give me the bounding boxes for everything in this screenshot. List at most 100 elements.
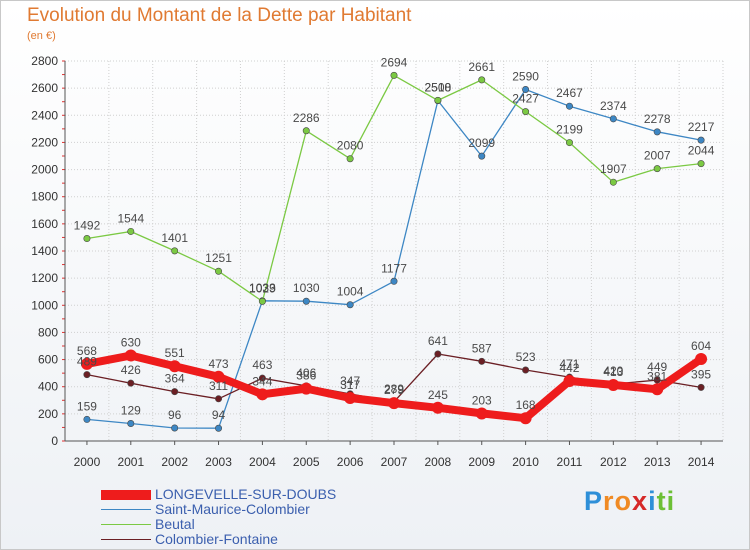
data-point xyxy=(344,391,357,404)
data-label: 2044 xyxy=(688,144,715,158)
y-tick-label: 1000 xyxy=(31,298,58,312)
data-point xyxy=(522,108,530,116)
data-label: 523 xyxy=(516,350,536,364)
x-tick-label: 2003 xyxy=(205,455,232,469)
data-point xyxy=(258,374,266,382)
data-label: 2510 xyxy=(425,80,452,94)
data-label: 1907 xyxy=(600,162,627,176)
y-tick-label: 1400 xyxy=(31,244,58,258)
x-tick-label: 2014 xyxy=(688,455,715,469)
y-tick-label: 1600 xyxy=(31,217,58,231)
data-point xyxy=(478,357,486,365)
data-point xyxy=(609,178,617,186)
y-tick-label: 2000 xyxy=(31,163,58,177)
data-point xyxy=(302,127,310,135)
data-label: 317 xyxy=(340,378,360,392)
data-point xyxy=(478,152,486,160)
y-tick-label: 2200 xyxy=(31,135,58,149)
legend-label-longevelle: LONGEVELLE-SUR-DOUBS xyxy=(155,486,337,502)
data-point xyxy=(127,379,135,387)
data-point xyxy=(607,378,620,391)
data-point xyxy=(431,401,444,414)
x-tick-label: 2001 xyxy=(117,455,144,469)
data-label: 641 xyxy=(428,334,448,348)
data-label: 2217 xyxy=(688,120,715,134)
data-label: 364 xyxy=(165,372,185,386)
data-label: 1029 xyxy=(249,281,276,295)
data-label: 604 xyxy=(691,339,711,353)
y-tick-label: 0 xyxy=(51,434,58,448)
logo-letter: x xyxy=(632,486,649,516)
data-label: 2080 xyxy=(337,139,364,153)
data-point xyxy=(346,301,354,309)
x-tick-label: 2005 xyxy=(293,455,320,469)
data-label: 442 xyxy=(559,361,579,375)
y-tick-label: 600 xyxy=(38,353,58,367)
data-label: 2694 xyxy=(381,55,408,69)
data-point xyxy=(127,227,135,235)
data-point xyxy=(83,235,91,243)
data-label: 1544 xyxy=(117,211,144,225)
data-label: 568 xyxy=(77,344,97,358)
data-label: 471 xyxy=(559,357,579,371)
data-label: 587 xyxy=(472,341,492,355)
data-point xyxy=(519,412,532,425)
data-point xyxy=(83,415,91,423)
x-tick-label: 2008 xyxy=(425,455,452,469)
data-label: 96 xyxy=(168,408,182,422)
x-tick-label: 2000 xyxy=(74,455,101,469)
data-label: 413 xyxy=(603,365,623,379)
data-point xyxy=(256,388,269,401)
data-label: 1401 xyxy=(161,231,188,245)
data-point xyxy=(697,160,705,168)
data-point xyxy=(171,388,179,396)
data-label: 159 xyxy=(77,399,97,413)
data-point xyxy=(390,71,398,79)
data-label: 1030 xyxy=(293,281,320,295)
x-tick-label: 2010 xyxy=(512,455,539,469)
logo-letter: i xyxy=(648,486,657,516)
data-label: 426 xyxy=(121,363,141,377)
data-point xyxy=(390,277,398,285)
y-tick-label: 2800 xyxy=(31,54,58,68)
y-tick-label: 2600 xyxy=(31,81,58,95)
logo-letter: r xyxy=(603,486,615,516)
data-label: 168 xyxy=(516,398,536,412)
x-tick-label: 2006 xyxy=(337,455,364,469)
data-point xyxy=(478,76,486,84)
data-label: 279 xyxy=(384,383,404,397)
y-tick-label: 400 xyxy=(38,380,58,394)
data-label: 2374 xyxy=(600,99,627,113)
data-label: 2099 xyxy=(468,136,495,150)
data-point xyxy=(300,382,313,395)
data-point xyxy=(653,128,661,136)
data-point xyxy=(215,395,223,403)
y-tick-label: 1200 xyxy=(31,271,58,285)
data-label: 1251 xyxy=(205,251,232,265)
x-tick-label: 2002 xyxy=(161,455,188,469)
data-label: 449 xyxy=(647,360,667,374)
data-label: 406 xyxy=(296,366,316,380)
data-point xyxy=(697,136,705,144)
data-point xyxy=(653,165,661,173)
x-tick-label: 2004 xyxy=(249,455,276,469)
data-point xyxy=(651,383,664,396)
data-label: 2508 xyxy=(425,81,452,95)
logo-letter: t xyxy=(656,486,667,516)
data-point xyxy=(124,349,137,362)
data-label: 551 xyxy=(165,346,185,360)
data-label: 489 xyxy=(77,355,97,369)
data-label: 203 xyxy=(472,393,492,407)
legend-label-saint-maurice: Saint-Maurice-Colombier xyxy=(155,501,310,517)
data-point xyxy=(215,267,223,275)
y-tick-label: 2400 xyxy=(31,108,58,122)
data-label: 381 xyxy=(647,369,667,383)
data-point xyxy=(475,407,488,420)
logo-letter: P xyxy=(584,486,604,516)
data-point xyxy=(522,366,530,374)
chart-subtitle: (en €) xyxy=(27,30,56,42)
y-tick-label: 800 xyxy=(38,325,58,339)
logo-letter: i xyxy=(666,486,676,516)
data-label: 2199 xyxy=(556,123,583,137)
